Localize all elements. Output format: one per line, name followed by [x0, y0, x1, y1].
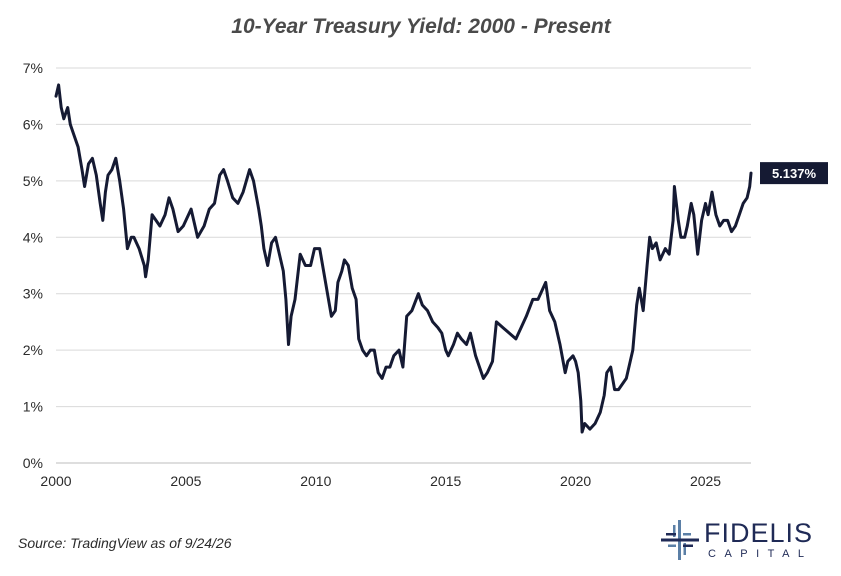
- y-tick-label: 6%: [23, 116, 43, 132]
- end-value-label-group: 5.137%: [760, 162, 828, 185]
- y-tick-label: 4%: [23, 229, 43, 245]
- chart-title: 10-Year Treasury Yield: 2000 - Present: [231, 15, 611, 38]
- y-tick-label: 2%: [23, 342, 43, 358]
- y-tick-label: 3%: [23, 286, 43, 302]
- y-tick-label: 1%: [23, 399, 43, 415]
- end-value-label-background: [760, 162, 828, 185]
- series-group: [54, 83, 753, 434]
- x-axis-ticks: 2000 2005 2010 2015 2020 2025: [40, 473, 721, 489]
- x-tick-label: 2025: [690, 473, 721, 489]
- x-tick-label: 2020: [560, 473, 591, 489]
- end-value-label: 5.137%: [772, 166, 817, 181]
- x-tick-label: 2015: [430, 473, 461, 489]
- fidelis-logo: FIDELIS CAPITAL: [660, 518, 830, 564]
- y-tick-label: 0%: [23, 455, 43, 471]
- fidelis-logo-mark-icon: [661, 520, 699, 560]
- logo-subtitle: CAPITAL: [708, 548, 813, 560]
- y-axis-ticks: 0% 1% 2% 3% 4% 5% 6% 7%: [23, 60, 43, 471]
- x-tick-label: 2000: [40, 473, 71, 489]
- logo-name: FIDELIS: [704, 518, 814, 548]
- source-note: Source: TradingView as of 9/24/26: [18, 535, 232, 551]
- y-tick-label: 5%: [23, 173, 43, 189]
- y-tick-label: 7%: [23, 60, 43, 76]
- series-line-0: [54, 83, 753, 434]
- x-tick-label: 2010: [300, 473, 331, 489]
- x-tick-label: 2005: [170, 473, 201, 489]
